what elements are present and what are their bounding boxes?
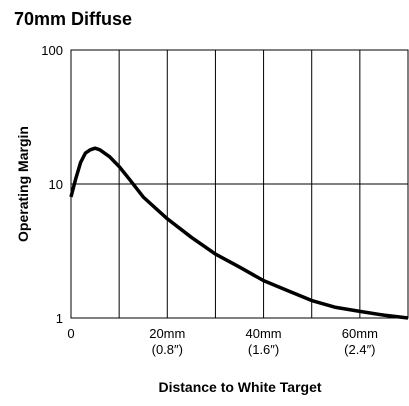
y-axis-label: Operating Margin <box>15 126 31 242</box>
x-tick-label: 60mm (2.4″) <box>342 326 378 357</box>
x-axis-label: Distance to White Target <box>158 379 321 395</box>
y-tick-label: 100 <box>41 43 63 58</box>
plot-frame <box>70 49 409 319</box>
y-tick-label: 10 <box>49 177 63 192</box>
chart-title: 70mm Diffuse <box>14 9 132 29</box>
y-tick-label: 1 <box>56 311 63 326</box>
line-series <box>69 146 409 320</box>
x-tick-label: 40mm (1.6″) <box>246 326 282 357</box>
x-tick-label: 20mm (0.8″) <box>149 326 185 357</box>
x-tick-label: 0 <box>67 326 74 341</box>
